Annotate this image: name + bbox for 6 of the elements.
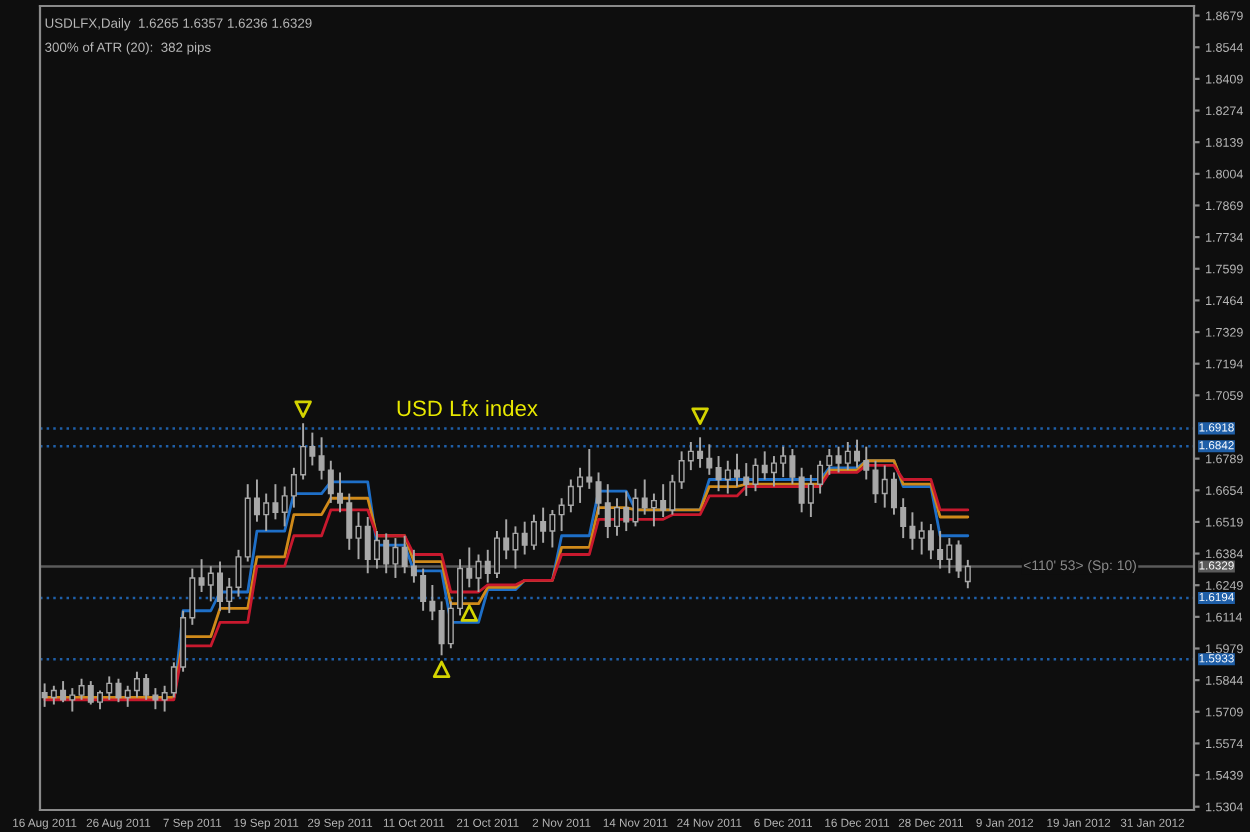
point <box>691 407 709 425</box>
point <box>294 400 312 418</box>
point <box>460 604 479 622</box>
candlestick <box>613 497 621 537</box>
point <box>432 660 451 679</box>
text: USD Lfx index <box>397 399 538 417</box>
